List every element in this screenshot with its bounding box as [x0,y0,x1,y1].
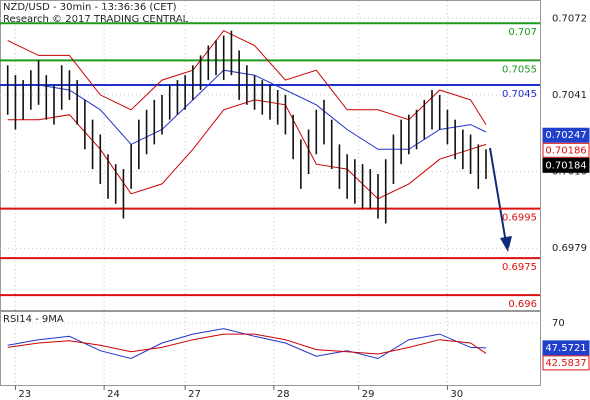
y-tick-label: 0.7041 [552,90,587,101]
price-tag [542,142,590,158]
price-tag [542,355,590,371]
level-label: 0.7055 [502,64,537,75]
y-tick-label: 70 [552,318,565,329]
price-tag [542,127,590,143]
chart-title: NZD/USD - 30min - 13:36:36 (CET) [3,2,177,13]
price-tag-label: 0.70184 [545,160,586,171]
rsi-line [7,328,487,360]
price-tag [542,157,590,173]
price-tag-label: 42.5837 [545,358,586,369]
level-label: 0.696 [508,299,537,310]
x-tick-label: 30 [450,389,463,400]
x-tick-label: 29 [362,389,375,400]
price-tag-label: 0.70186 [545,145,586,156]
price-panel [0,0,541,311]
band-line [7,30,487,125]
y-tick-label: 0.7072 [552,13,587,24]
price-tag [542,340,590,356]
forecast-arrow [489,147,507,244]
level-label: 0.707 [508,27,537,38]
y-tick-label: 0.6979 [552,243,587,254]
rsi-title: RSI14 - 9MA [3,314,64,325]
chart-subtitle: Research © 2017 TRADING CENTRAL [3,14,189,25]
x-tick-label: 28 [277,389,290,400]
price-tag-label: 47.5721 [545,343,586,354]
price-tag-label: 0.70247 [545,130,586,141]
x-tick-label: 24 [107,389,120,400]
level-label: 0.6975 [502,262,537,273]
level-label: 0.6995 [502,213,537,224]
rsi-line [7,333,487,355]
rsi-panel [0,311,541,386]
forecast-arrowhead [500,236,512,252]
x-tick-label: 23 [18,389,31,400]
x-tick-label: 27 [188,389,201,400]
level-label: 0.7045 [502,89,537,100]
